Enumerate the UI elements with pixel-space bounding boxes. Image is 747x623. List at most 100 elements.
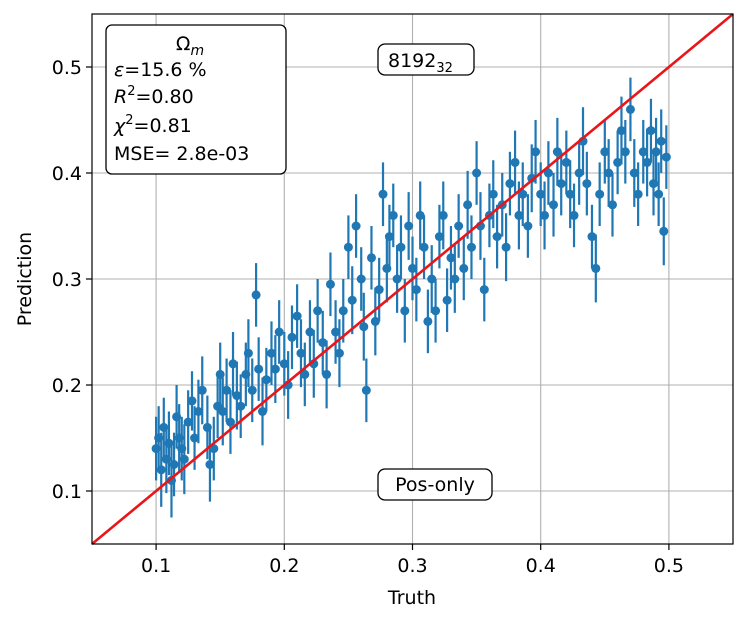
data-point: [190, 433, 200, 443]
data-point: [411, 285, 421, 295]
data-point: [518, 189, 528, 199]
data-point: [266, 348, 276, 358]
data-point: [322, 369, 332, 379]
data-point: [591, 263, 601, 273]
data-point: [649, 179, 659, 189]
data-point: [382, 263, 392, 273]
data-point: [543, 168, 553, 178]
data-point: [287, 332, 297, 342]
stats-mse: MSE= 2.8e-03: [114, 143, 249, 165]
data-point: [501, 242, 511, 252]
data-point: [161, 454, 171, 464]
data-point: [427, 274, 437, 284]
data-point: [359, 322, 369, 332]
data-point: [629, 168, 639, 178]
data-point: [595, 189, 605, 199]
data-point: [254, 364, 264, 374]
data-points: [151, 104, 671, 485]
data-point: [633, 189, 643, 199]
data-point: [305, 327, 315, 337]
data-point: [154, 433, 164, 443]
data-point: [159, 422, 169, 432]
bottom-label-text: Pos-only: [395, 474, 475, 496]
data-point: [620, 147, 630, 157]
bottom-label: Pos-only: [377, 468, 493, 501]
data-point: [366, 253, 376, 263]
data-point: [561, 157, 571, 167]
data-point: [552, 147, 562, 157]
data-point: [616, 126, 626, 136]
data-point: [466, 242, 476, 252]
data-point: [574, 168, 584, 178]
data-point: [202, 422, 212, 432]
data-point: [228, 359, 238, 369]
data-point: [423, 316, 433, 326]
data-point: [607, 200, 617, 210]
data-point: [205, 460, 215, 469]
data-point: [300, 369, 310, 379]
data-point: [642, 157, 652, 167]
data-point: [438, 210, 448, 220]
data-point: [388, 210, 398, 220]
data-point: [374, 285, 384, 295]
data-point: [472, 168, 482, 178]
data-point: [604, 168, 614, 178]
data-point: [638, 147, 648, 157]
data-point: [463, 200, 473, 210]
data-point: [236, 401, 246, 411]
data-point: [488, 189, 498, 199]
data-point: [232, 391, 242, 401]
data-point: [565, 189, 575, 199]
reference-line-y-equals-x: [91, 12, 734, 546]
data-point: [247, 385, 257, 395]
data-point: [527, 173, 537, 183]
y-axis-label: Prediction: [14, 232, 36, 326]
x-tick-label: 0.5: [654, 555, 684, 577]
data-point: [582, 179, 592, 189]
data-point: [450, 274, 460, 284]
data-point: [531, 147, 541, 157]
data-point: [296, 348, 306, 358]
data-point: [177, 444, 187, 454]
data-point: [279, 359, 289, 369]
data-point: [318, 338, 328, 348]
data-point: [361, 385, 371, 395]
data-point: [659, 226, 669, 236]
data-point: [396, 242, 406, 252]
data-point: [613, 157, 623, 167]
data-point: [523, 221, 533, 231]
data-point: [392, 274, 402, 284]
data-point: [261, 375, 271, 385]
data-point: [431, 306, 441, 316]
data-point: [356, 274, 366, 284]
top-label: 819232: [377, 43, 475, 76]
stats-r-squared: R2=0.80: [114, 84, 194, 108]
data-point: [274, 327, 284, 337]
stats-epsilon: ε=15.6 %: [114, 59, 207, 81]
data-point: [384, 232, 394, 242]
data-point: [510, 157, 520, 167]
data-point: [169, 460, 179, 469]
data-point: [404, 221, 414, 231]
data-point: [419, 242, 429, 252]
data-point: [258, 407, 268, 416]
y-tick-label: 0.5: [52, 57, 82, 79]
data-point: [241, 369, 251, 379]
data-point: [251, 290, 261, 300]
data-point: [556, 179, 566, 189]
data-point: [540, 210, 550, 220]
data-point: [225, 417, 235, 427]
data-point: [587, 232, 597, 242]
data-point: [172, 412, 182, 422]
axis-ticks: 0.1 0.2 0.3 0.4 0.5 0.1 0.2 0.3 0.4 0.5: [52, 57, 684, 577]
data-point: [492, 232, 502, 242]
y-tick-label: 0.1: [52, 481, 82, 503]
x-tick-label: 0.1: [141, 555, 171, 577]
data-point: [646, 126, 656, 136]
data-point: [270, 364, 280, 374]
top-label-main: 8192: [388, 50, 436, 72]
svg-text:819232: 819232: [388, 50, 453, 76]
data-point: [187, 396, 197, 406]
data-point: [215, 369, 225, 379]
